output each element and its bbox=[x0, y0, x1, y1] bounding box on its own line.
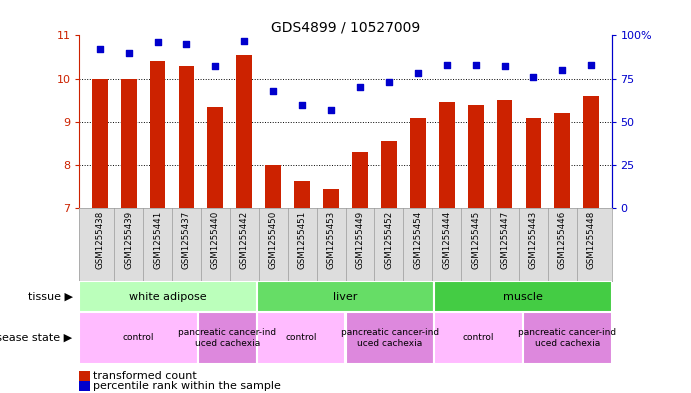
Text: GSM1255454: GSM1255454 bbox=[413, 211, 422, 269]
Bar bbox=[410, 118, 426, 208]
Point bbox=[94, 46, 105, 52]
Bar bbox=[554, 113, 570, 208]
Bar bbox=[352, 152, 368, 208]
Text: GSM1255445: GSM1255445 bbox=[471, 211, 480, 269]
Point bbox=[181, 41, 192, 47]
Text: tissue ▶: tissue ▶ bbox=[28, 292, 73, 302]
Bar bbox=[381, 141, 397, 208]
Bar bbox=[236, 55, 252, 208]
Text: control: control bbox=[463, 334, 494, 342]
Bar bbox=[178, 66, 194, 208]
Point bbox=[296, 101, 307, 108]
Bar bbox=[92, 79, 108, 208]
Text: transformed count: transformed count bbox=[93, 371, 197, 381]
Text: disease state ▶: disease state ▶ bbox=[0, 333, 73, 343]
Text: control: control bbox=[123, 334, 154, 342]
Point bbox=[557, 67, 568, 73]
Point bbox=[123, 50, 134, 56]
Text: GSM1255441: GSM1255441 bbox=[153, 211, 162, 269]
Text: GSM1255444: GSM1255444 bbox=[442, 211, 451, 269]
Title: GDS4899 / 10527009: GDS4899 / 10527009 bbox=[271, 20, 420, 34]
Point bbox=[267, 88, 278, 94]
Bar bbox=[257, 281, 434, 312]
Text: pancreatic cancer-ind
uced cachexia: pancreatic cancer-ind uced cachexia bbox=[518, 328, 616, 348]
Point bbox=[470, 62, 481, 68]
Bar bbox=[265, 165, 281, 208]
Bar bbox=[198, 312, 257, 364]
Bar bbox=[439, 102, 455, 208]
Bar bbox=[257, 312, 346, 364]
Text: muscle: muscle bbox=[503, 292, 543, 302]
Text: GSM1255443: GSM1255443 bbox=[529, 211, 538, 269]
Text: white adipose: white adipose bbox=[129, 292, 207, 302]
Text: GSM1255452: GSM1255452 bbox=[384, 211, 393, 269]
Bar bbox=[207, 107, 223, 208]
Text: GSM1255440: GSM1255440 bbox=[211, 211, 220, 269]
Point bbox=[499, 63, 510, 70]
Bar bbox=[79, 312, 198, 364]
Bar bbox=[294, 182, 310, 208]
Text: GSM1255438: GSM1255438 bbox=[95, 211, 104, 269]
Text: GSM1255449: GSM1255449 bbox=[355, 211, 364, 268]
Point bbox=[210, 63, 221, 70]
Text: pancreatic cancer-ind
uced cachexia: pancreatic cancer-ind uced cachexia bbox=[341, 328, 439, 348]
Bar bbox=[346, 312, 434, 364]
Bar bbox=[523, 312, 612, 364]
Point bbox=[528, 74, 539, 80]
Text: GSM1255437: GSM1255437 bbox=[182, 211, 191, 269]
Point bbox=[413, 70, 424, 77]
Bar bbox=[434, 281, 612, 312]
Point bbox=[384, 79, 395, 85]
Bar bbox=[79, 281, 257, 312]
Bar bbox=[149, 61, 165, 208]
Bar bbox=[497, 100, 513, 208]
Text: percentile rank within the sample: percentile rank within the sample bbox=[93, 381, 281, 391]
Text: GSM1255450: GSM1255450 bbox=[269, 211, 278, 269]
Text: GSM1255447: GSM1255447 bbox=[500, 211, 509, 269]
Text: pancreatic cancer-ind
uced cachexia: pancreatic cancer-ind uced cachexia bbox=[178, 328, 276, 348]
Point bbox=[239, 37, 250, 44]
Bar bbox=[526, 118, 542, 208]
Bar bbox=[583, 96, 599, 208]
Bar bbox=[468, 105, 484, 208]
Text: GSM1255448: GSM1255448 bbox=[587, 211, 596, 269]
Bar bbox=[121, 79, 137, 208]
Point bbox=[152, 39, 163, 46]
Point bbox=[441, 62, 452, 68]
Point bbox=[325, 107, 337, 113]
Text: liver: liver bbox=[333, 292, 358, 302]
Text: GSM1255442: GSM1255442 bbox=[240, 211, 249, 269]
Bar bbox=[434, 312, 523, 364]
Text: GSM1255453: GSM1255453 bbox=[327, 211, 336, 269]
Text: control: control bbox=[285, 334, 317, 342]
Text: GSM1255451: GSM1255451 bbox=[298, 211, 307, 269]
Text: GSM1255446: GSM1255446 bbox=[558, 211, 567, 269]
Text: GSM1255439: GSM1255439 bbox=[124, 211, 133, 268]
Point bbox=[586, 62, 597, 68]
Bar bbox=[323, 189, 339, 208]
Point bbox=[354, 84, 366, 90]
